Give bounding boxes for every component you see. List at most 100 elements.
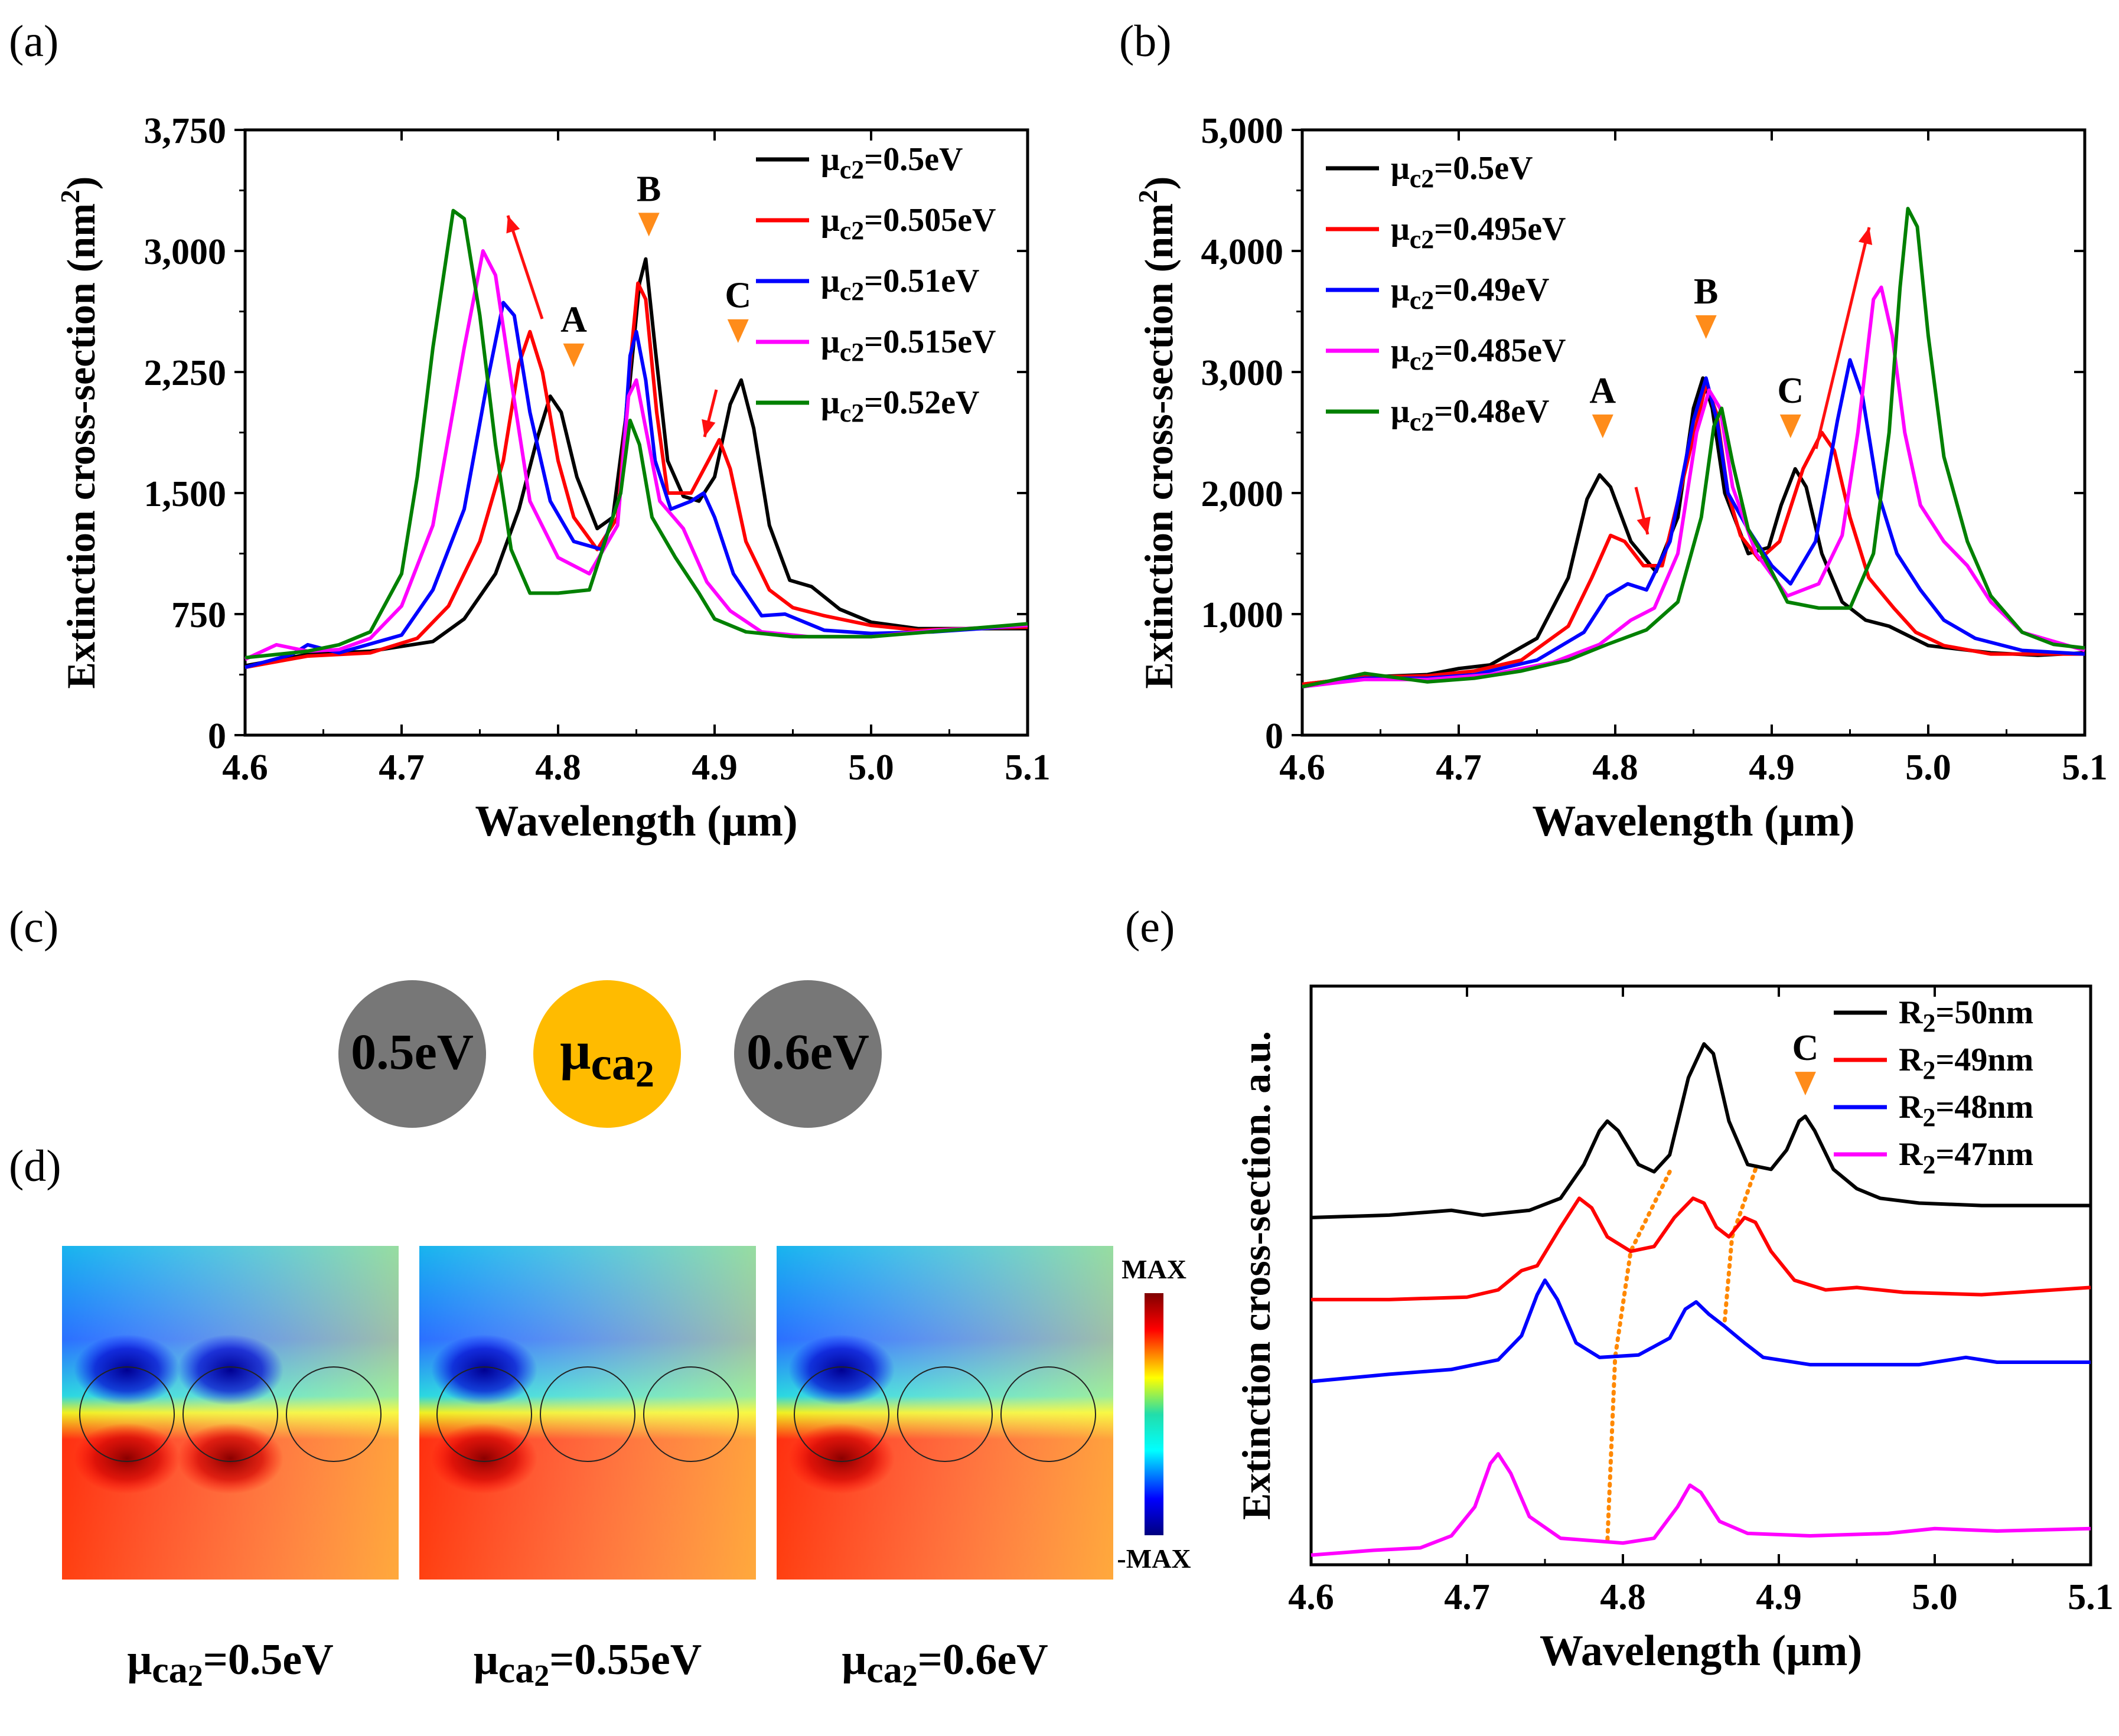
x-tick-label: 4.7 — [1444, 1577, 1490, 1617]
series-line-3 — [244, 249, 1028, 661]
shift-arrowhead — [702, 419, 716, 437]
disc-right-label: 0.6eV — [746, 1023, 869, 1080]
peak-marker — [638, 213, 660, 237]
chart-a: 4.6 4.7 4.8 4.9 5.0 5.1 0 750 1,500 2,250 3,000 3,7… — [55, 111, 1051, 846]
series-line-1 — [244, 281, 1028, 670]
shift-arrow — [506, 215, 544, 319]
peak-label: B — [637, 169, 661, 209]
peak-label: C — [1792, 1028, 1818, 1068]
legend-entry: μc2=0.48eV — [1391, 393, 1550, 436]
field-lobe-negative — [177, 1334, 283, 1405]
peak-marker — [563, 343, 585, 367]
panel-tag-e: (e) — [1125, 902, 1175, 952]
disc-middle-label: μca2 — [560, 1020, 654, 1095]
y-tick-label: 4,000 — [1201, 232, 1284, 272]
series-line-2 — [1302, 358, 2085, 688]
x-tick-label: 4.7 — [1436, 748, 1482, 788]
y-tick-label: 3,000 — [1201, 353, 1284, 393]
legend-entry: μc2=0.505eV — [821, 202, 996, 245]
x-tick-label: 4.8 — [1592, 748, 1638, 788]
panel-tag-d: (d) — [9, 1141, 61, 1191]
y-tick-label: 3,750 — [144, 111, 227, 151]
y-tick-label: 2,000 — [1201, 474, 1284, 514]
particle-outline — [540, 1366, 635, 1462]
shift-arrowhead — [506, 216, 520, 234]
x-tick-label: 5.1 — [2062, 748, 2108, 788]
particle-outline — [286, 1366, 382, 1462]
x-tick-label: 4.9 — [1749, 748, 1795, 788]
series-line-1 — [1311, 1196, 2091, 1301]
x-tick-label: 4.8 — [1600, 1577, 1646, 1617]
x-tick-label: 4.7 — [379, 748, 425, 788]
particle-outline — [79, 1366, 175, 1462]
peak-guide-line — [1722, 1167, 1758, 1329]
legend-entry: μc2=0.51eV — [821, 263, 980, 306]
panel-c-discs: 0.5eV μca2 0.6eV — [338, 980, 882, 1128]
x-tick-label: 5.0 — [1912, 1577, 1958, 1617]
disc-middle — [533, 980, 681, 1128]
x-tick-label: 4.8 — [535, 748, 581, 788]
peak-label: C — [725, 276, 751, 316]
peak-marker — [1779, 415, 1801, 438]
panel-tag-a: (a) — [9, 17, 58, 66]
legend-entry: μc2=0.5eV — [1391, 150, 1533, 193]
series-line-4 — [244, 208, 1028, 660]
field-lobe-positive — [74, 1423, 180, 1494]
field-lobe-positive — [788, 1423, 895, 1494]
particle-outline — [643, 1366, 739, 1462]
x-tick-label: 4.6 — [1288, 1577, 1334, 1617]
disc-right — [734, 980, 882, 1128]
peak-label: C — [1777, 371, 1804, 411]
x-axis-label: Wavelength (µm) — [1532, 797, 1854, 846]
peak-marker — [1695, 315, 1717, 339]
shift-arrow — [1814, 227, 1871, 449]
y-tick-label: 1,000 — [1201, 595, 1284, 635]
chart-e: 4.6 4.7 4.8 4.9 5.0 5.1 Wavelength (µm) Extinct… — [1234, 984, 2114, 1675]
field-lobe-positive — [431, 1423, 537, 1494]
x-tick-label: 5.1 — [2068, 1577, 2114, 1617]
legend-entry: μc2=0.5eV — [821, 141, 963, 184]
shift-arrowhead — [1858, 227, 1873, 246]
y-tick-label: 750 — [171, 595, 226, 635]
y-tick-label: 5,000 — [1201, 111, 1284, 151]
field-lobe-negative — [74, 1334, 180, 1405]
field-map-caption: μca2=0.5eV — [127, 1636, 333, 1693]
legend-entry: μc2=0.49eV — [1391, 272, 1550, 315]
series-line-0 — [1310, 1042, 2091, 1219]
colorbar-min-label: -MAX — [1117, 1544, 1191, 1574]
x-tick-label: 4.9 — [692, 748, 738, 788]
field-map-1: μca2=0.55eV — [419, 1246, 756, 1693]
series-line-2 — [1310, 1278, 2091, 1383]
shift-arrowhead — [1636, 516, 1651, 534]
field-map-caption: μca2=0.55eV — [474, 1636, 702, 1693]
field-map-2: μca2=0.6eV — [777, 1246, 1113, 1693]
y-axis-label: Extinction cross-section (nm2) — [1133, 177, 1181, 689]
series-line-2 — [244, 301, 1028, 670]
y-tick-label: 1,500 — [144, 474, 227, 514]
peak-label: A — [560, 300, 587, 340]
legend-entry: μc2=0.515eV — [821, 324, 996, 367]
field-map-0: μca2=0.5eV — [62, 1246, 399, 1693]
legend-entry: μc2=0.485eV — [1391, 332, 1566, 376]
x-tick-label: 5.0 — [1905, 748, 1951, 788]
peak-label: B — [1694, 272, 1718, 312]
field-lobe-negative — [788, 1334, 895, 1405]
chart-b: 4.6 4.7 4.8 4.9 5.0 5.1 0 1,000 2,000 3,000 4,000 5… — [1133, 111, 2108, 846]
panel-tag-c: (c) — [9, 902, 58, 952]
field-maps: μca2=0.5eV μca2=0.55eV μca2=0.6eV — [62, 1246, 1113, 1693]
y-tick-label: 3,000 — [144, 232, 227, 272]
legend-entry: R2=47nm — [1899, 1136, 2033, 1179]
colorbar-max-label: MAX — [1122, 1254, 1186, 1284]
peak-marker — [727, 319, 749, 343]
disc-left-label: 0.5eV — [351, 1023, 474, 1080]
field-map-shading — [62, 1246, 399, 1580]
x-axis-label: Wavelength (µm) — [475, 797, 797, 846]
field-lobe-negative — [431, 1334, 537, 1405]
particle-outline — [436, 1366, 532, 1462]
legend-entry: μc2=0.495eV — [1391, 211, 1566, 254]
x-tick-label: 4.9 — [1756, 1577, 1802, 1617]
colorbar-scale — [1145, 1293, 1163, 1535]
field-lobe-positive — [177, 1423, 283, 1494]
particle-outline — [182, 1366, 278, 1462]
